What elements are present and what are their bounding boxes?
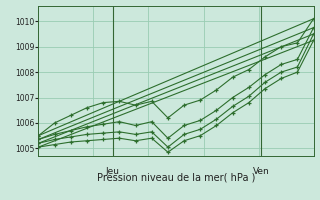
Text: Ven: Ven [253,167,270,176]
Text: Jeu: Jeu [106,167,120,176]
X-axis label: Pression niveau de la mer( hPa ): Pression niveau de la mer( hPa ) [97,173,255,183]
